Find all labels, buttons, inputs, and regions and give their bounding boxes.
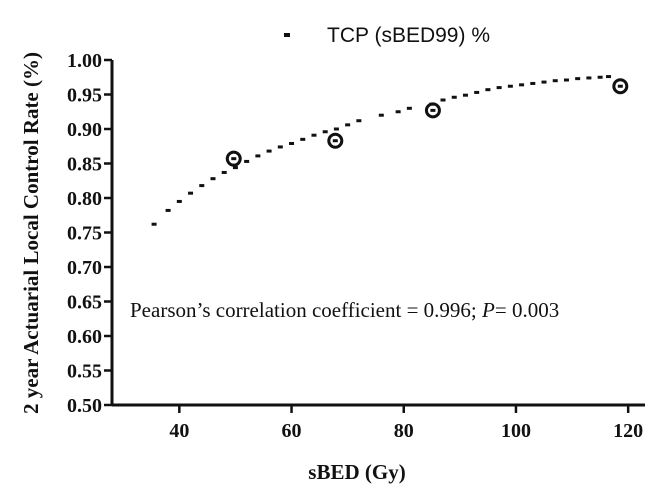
- y-tick-label: 0.75: [67, 223, 102, 245]
- curve-point: [199, 184, 205, 188]
- curve-point: [322, 130, 328, 134]
- curve-point: [255, 154, 261, 158]
- axes: [110, 60, 645, 407]
- curve-point: [597, 75, 603, 79]
- curve-point: [311, 133, 317, 137]
- curve-point: [378, 113, 384, 117]
- data-point: [424, 102, 441, 119]
- curve-point: [300, 137, 306, 141]
- curve-point: [496, 86, 502, 90]
- y-axis-title: 2 year Actuarial Local Control Rate (%): [19, 52, 43, 414]
- curve-point: [575, 77, 581, 81]
- y-tick-label: 0.85: [67, 154, 102, 176]
- annotation-p-symbol: P: [481, 298, 495, 322]
- curve-point: [563, 78, 569, 82]
- curve-point: [440, 98, 446, 102]
- legend: TCP (sBED99) %: [284, 24, 490, 47]
- curve-point: [266, 149, 272, 153]
- curve-point: [221, 170, 227, 174]
- curve-point: [507, 84, 513, 88]
- y-tick-label: 1.00: [67, 50, 102, 72]
- data-point: [612, 78, 629, 95]
- x-tick-label: 80: [394, 420, 414, 442]
- curve-point: [333, 127, 339, 131]
- curve-point: [485, 88, 491, 92]
- y-tick-label: 0.90: [67, 119, 102, 141]
- curve-point: [519, 83, 525, 87]
- data-point: [327, 132, 344, 149]
- y-tick-label: 0.70: [67, 257, 102, 279]
- y-tick-label: 0.50: [67, 395, 102, 417]
- curve-point: [277, 145, 283, 149]
- curve-point: [395, 110, 401, 114]
- y-axis-ticks: 0.50 0.55 0.60 0.65 0.70 0.75 0.80 0.85 0.90 0.95…: [67, 50, 112, 417]
- correlation-annotation: Pearson’s correlation coefficient = 0.99…: [130, 298, 559, 322]
- curve-point: [210, 177, 216, 181]
- annotation-suffix: = 0.003: [495, 298, 559, 322]
- curve-point: [406, 106, 412, 110]
- curve-point: [552, 79, 558, 83]
- y-tick-label: 0.60: [67, 326, 102, 348]
- curve-point: [151, 222, 157, 226]
- data-point: [225, 150, 242, 167]
- curve-point: [244, 159, 250, 163]
- x-axis-ticks: 40 60 80 100 120: [169, 405, 643, 442]
- curve-point: [530, 81, 536, 85]
- curve-point: [188, 191, 194, 195]
- curve-point: [474, 90, 480, 94]
- legend-label: TCP (sBED99) %: [327, 24, 490, 47]
- x-tick-label: 60: [282, 420, 302, 442]
- curve-point: [232, 166, 238, 170]
- curve-point: [176, 199, 182, 203]
- curve-point: [451, 95, 457, 99]
- curve-point: [289, 141, 295, 145]
- x-axis-title: sBED (Gy): [308, 460, 405, 484]
- curve-point: [165, 208, 171, 212]
- observed-points: [225, 78, 629, 167]
- tcp-curve: [151, 75, 612, 226]
- legend-marker: [284, 33, 290, 37]
- curve-point: [356, 119, 362, 123]
- curve-point: [345, 123, 351, 127]
- x-tick-label: 100: [501, 420, 531, 442]
- x-tick-label: 40: [169, 420, 189, 442]
- y-tick-label: 0.55: [67, 361, 102, 383]
- x-tick-label: 120: [613, 420, 643, 442]
- curve-point: [541, 80, 547, 84]
- curve-point: [462, 93, 468, 97]
- y-tick-label: 0.95: [67, 85, 102, 107]
- curve-point: [586, 76, 592, 80]
- curve-point: [606, 75, 612, 79]
- y-tick-label: 0.65: [67, 292, 102, 314]
- y-tick-label: 0.80: [67, 188, 102, 210]
- annotation-prefix: Pearson’s correlation coefficient = 0.99…: [130, 298, 482, 322]
